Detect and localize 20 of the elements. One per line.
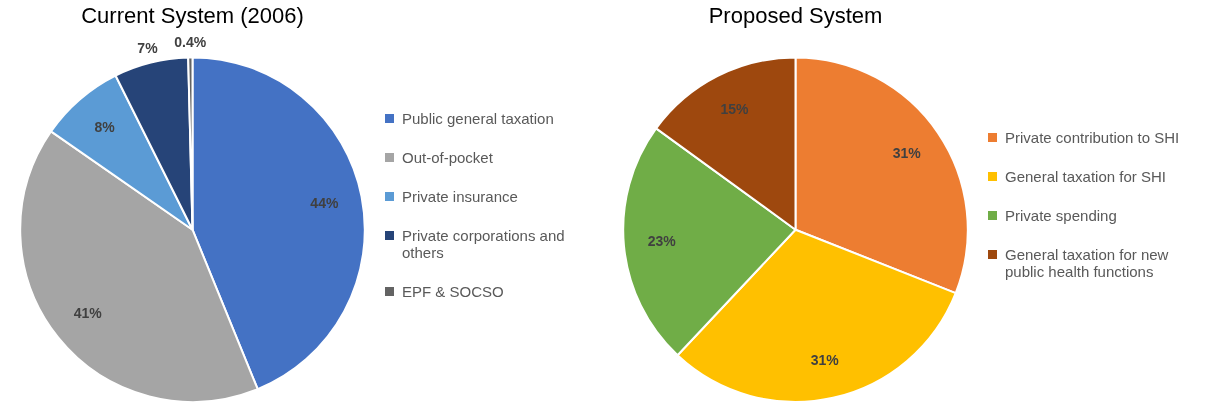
legend-label: Private corporations and others: [402, 226, 566, 261]
data-label: 23%: [647, 233, 677, 250]
data-label: 41%: [73, 304, 103, 321]
chart-title: Current System (2006): [81, 3, 304, 29]
legend-label: EPF & SOCSO: [402, 282, 504, 300]
data-label: 7%: [137, 39, 159, 56]
data-label: 8%: [94, 118, 116, 135]
legend-label: General taxation for new public health functions: [1005, 246, 1170, 280]
data-label: 44%: [310, 194, 339, 211]
legend-label: General taxation for SHI: [1005, 168, 1166, 185]
legend-label: Private insurance: [402, 187, 518, 205]
legend-label: Out-of-pocket: [402, 148, 493, 166]
data-label: 31%: [892, 145, 922, 162]
legend-label: Private spending: [1005, 207, 1117, 224]
legend-label: Private contribution to SHI: [1005, 129, 1180, 146]
legend-label: Public general taxation: [402, 109, 554, 127]
data-label: 31%: [810, 351, 840, 368]
chart-title: Proposed System: [708, 3, 883, 29]
data-label: 15%: [720, 100, 750, 117]
data-label: 0.4%: [174, 34, 207, 51]
